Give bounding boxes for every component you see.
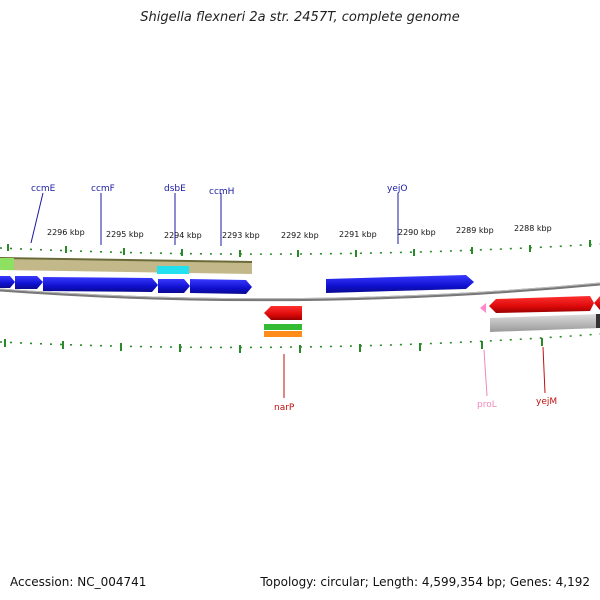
- ruler-labels: 2296 kbp 2295 kbp 2294 kbp 2293 kbp 2292…: [47, 224, 552, 240]
- ruler-label: 2294 kbp: [164, 231, 202, 240]
- gene-arrow-forward: [15, 276, 43, 289]
- gene-arrow-forward: [0, 276, 15, 288]
- promoter-feature: [0, 258, 14, 270]
- gene-arrow-forward: [158, 279, 190, 293]
- gene-arrow-forward: [326, 275, 474, 293]
- gene-label-dsbE[interactable]: dsbE: [164, 184, 186, 194]
- gene-label-yejM[interactable]: yejM: [536, 397, 557, 407]
- gene-arrow-reverse: [594, 296, 600, 310]
- gene-arrow-reverse: [489, 296, 594, 313]
- ruler-label: 2295 kbp: [106, 230, 144, 239]
- ruler-label: 2290 kbp: [398, 228, 436, 237]
- dark-feature: [596, 314, 600, 328]
- green-feature: [264, 324, 302, 330]
- ruler-label: 2292 kbp: [281, 231, 319, 240]
- operon-band[interactable]: [0, 258, 252, 274]
- gene-label-yejO[interactable]: yejO: [387, 184, 407, 194]
- genome-map[interactable]: 2296 kbp 2295 kbp 2294 kbp 2293 kbp 2292…: [0, 0, 600, 600]
- gene-arrow-forward: [43, 277, 158, 292]
- gene-label-narP[interactable]: narP: [274, 403, 295, 413]
- ruler-label: 2291 kbp: [339, 230, 377, 239]
- ruler-label: 2288 kbp: [514, 224, 552, 233]
- gene-label-ccmF[interactable]: ccmF: [91, 184, 115, 194]
- ruler-label: 2296 kbp: [47, 228, 85, 237]
- topology-text: Topology: circular; Length: 4,599,354 bp…: [260, 575, 590, 589]
- forward-genes[interactable]: [0, 275, 474, 294]
- inner-features[interactable]: [264, 314, 600, 337]
- gene-label-ccmE[interactable]: ccmE: [31, 184, 56, 194]
- orange-feature: [264, 331, 302, 337]
- accession-text: Accession: NC_004741: [10, 575, 146, 589]
- gene-arrow-forward: [190, 279, 252, 294]
- gene-label-proL[interactable]: proL: [477, 400, 497, 410]
- gene-arrow-reverse: [264, 306, 302, 320]
- ruler-label: 2293 kbp: [222, 231, 260, 240]
- trna-arrow: [480, 303, 486, 313]
- cyan-feature: [157, 266, 189, 274]
- gray-feature: [490, 314, 600, 332]
- gene-label-ccmH[interactable]: ccmH: [209, 187, 234, 197]
- ruler-label: 2289 kbp: [456, 226, 494, 235]
- outer-tick-ring: [0, 244, 600, 254]
